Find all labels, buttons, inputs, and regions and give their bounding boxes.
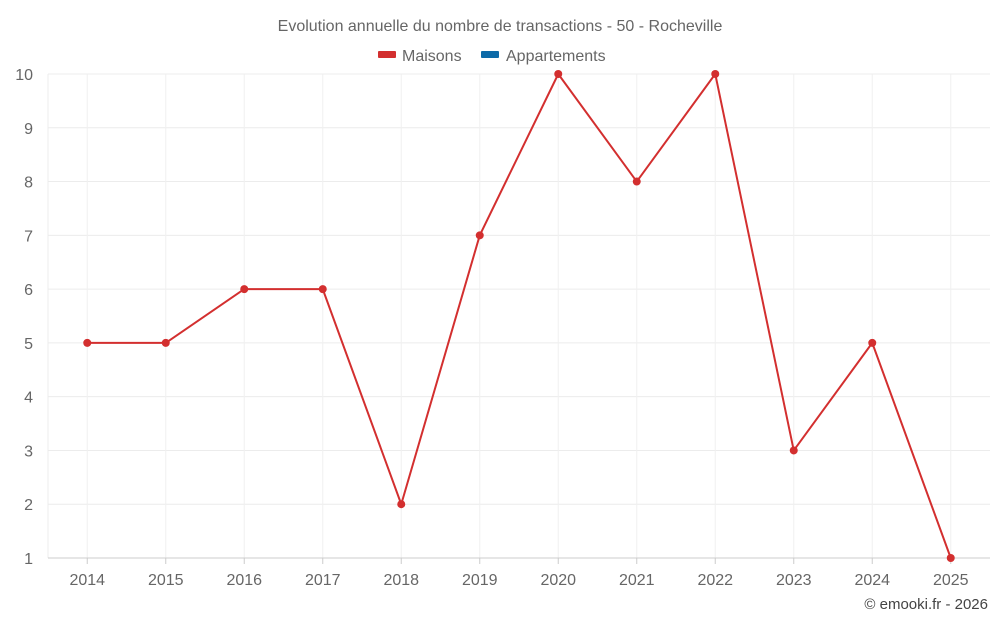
- x-tick-label: 2025: [933, 572, 969, 589]
- y-tick-label: 5: [24, 336, 33, 353]
- data-point-maisons-2020[interactable]: [554, 70, 563, 78]
- x-tick-label: 2020: [540, 572, 576, 589]
- legend-swatch-appartements[interactable]: [481, 51, 499, 58]
- data-point-maisons-2025[interactable]: [946, 554, 955, 562]
- legend-label-maisons[interactable]: Maisons: [402, 48, 462, 65]
- y-tick-label: 2: [24, 497, 33, 514]
- y-tick-label: 1: [24, 551, 33, 568]
- data-point-maisons-2017[interactable]: [318, 285, 327, 294]
- y-tick-label: 3: [24, 443, 33, 460]
- data-point-maisons-2014[interactable]: [83, 338, 92, 347]
- x-tick-label: 2023: [776, 572, 812, 589]
- x-tick-label: 2014: [69, 572, 105, 589]
- chart-title: Evolution annuelle du nombre de transact…: [278, 18, 723, 35]
- series-line-maisons: [87, 73, 952, 559]
- x-tick-label: 2024: [854, 572, 890, 589]
- x-tick-label: 2018: [383, 572, 419, 589]
- x-tick-label: 2015: [148, 572, 184, 589]
- y-tick-label: 6: [24, 282, 33, 299]
- data-point-maisons-2016[interactable]: [240, 285, 249, 294]
- data-point-maisons-2022[interactable]: [711, 70, 720, 78]
- y-tick-label: 8: [24, 175, 33, 192]
- x-tick-label: 2017: [305, 572, 341, 589]
- y-tick-label: 10: [15, 67, 33, 84]
- y-tick-label: 4: [24, 390, 33, 407]
- x-axis-ticks: 2014 2015 2016 2017 2018 2019 2020 2021 2022 2023…: [69, 572, 968, 589]
- credit-text: © emooki.fr - 2026: [864, 596, 988, 613]
- data-point-maisons-2023[interactable]: [789, 446, 798, 455]
- data-point-maisons-2018[interactable]: [397, 500, 406, 509]
- y-tick-label: 9: [24, 121, 33, 138]
- x-tick-label: 2016: [226, 572, 262, 589]
- data-point-maisons-2024[interactable]: [868, 338, 877, 347]
- axes: [47, 74, 990, 564]
- legend: Maisons Appartements: [378, 48, 606, 65]
- legend-swatch-maisons[interactable]: [378, 51, 396, 58]
- x-tick-label: 2022: [697, 572, 733, 589]
- y-tick-label: 7: [24, 228, 33, 245]
- data-point-maisons-2015[interactable]: [161, 338, 170, 347]
- data-point-maisons-2021[interactable]: [632, 177, 641, 186]
- legend-label-appartements[interactable]: Appartements: [506, 48, 606, 65]
- data-point-maisons-2019[interactable]: [475, 231, 484, 240]
- x-tick-label: 2019: [462, 572, 498, 589]
- grid: [48, 73, 990, 558]
- series-maisons: [83, 70, 955, 562]
- x-tick-label: 2021: [619, 572, 655, 589]
- y-axis-ticks: 1 2 3 4 5 6 7 8 9 10: [15, 67, 33, 568]
